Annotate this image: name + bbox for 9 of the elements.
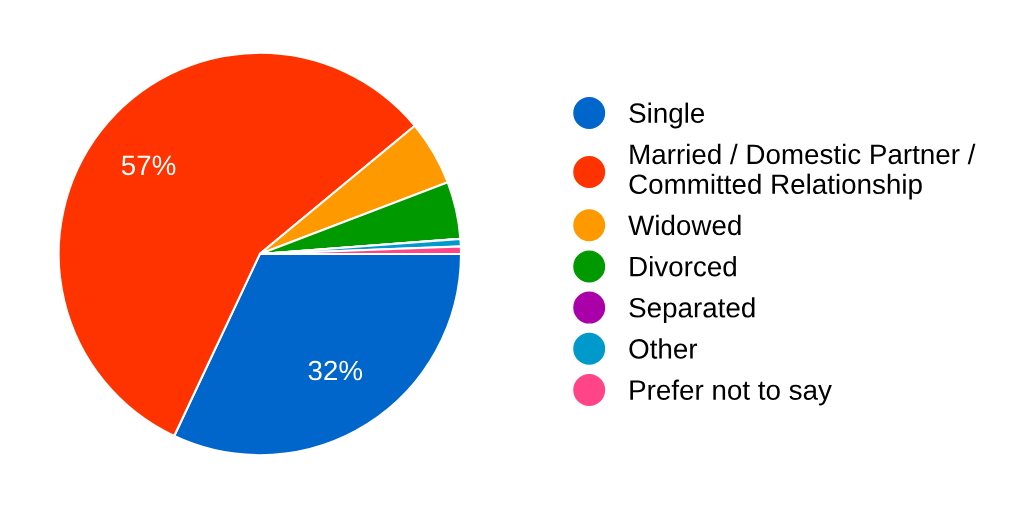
legend-label: Prefer not to say [630, 379, 832, 406]
legend-label: Widowed [628, 214, 741, 236]
legend-label: Other [629, 338, 698, 359]
legend-label: Divorced [630, 256, 736, 277]
legend-label: Single [629, 102, 705, 129]
legend-label: Separated [629, 297, 755, 324]
data-label: 57% [121, 155, 176, 176]
legend-label: Married / Domestic Partner / Committed Relationship [629, 143, 976, 200]
data-label: 32% [308, 360, 363, 381]
